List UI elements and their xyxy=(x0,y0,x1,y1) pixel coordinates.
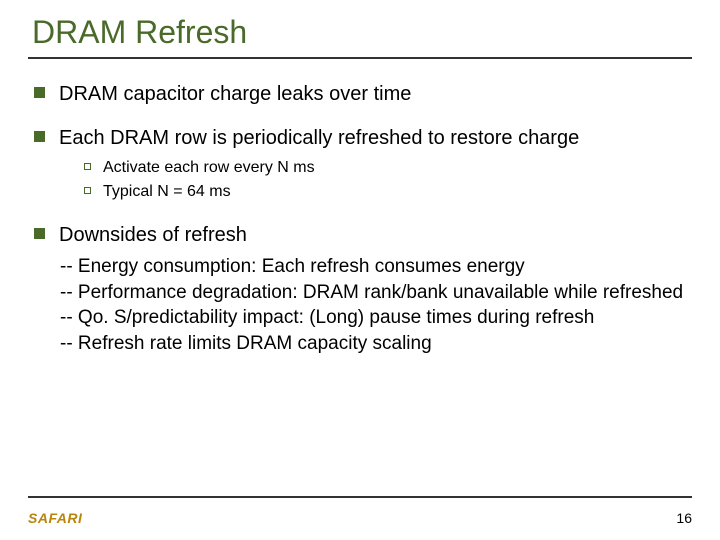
bullet-text: DRAM capacitor charge leaks over time xyxy=(59,81,411,107)
bullet-text: Each DRAM row is periodically refreshed … xyxy=(59,125,579,151)
bullet-item: Downsides of refresh xyxy=(34,222,692,248)
sub-bullet-group: Activate each row every N ms Typical N =… xyxy=(84,157,692,202)
page-number: 16 xyxy=(676,510,692,526)
footer-rule xyxy=(28,496,692,498)
hollow-square-bullet-icon xyxy=(84,187,91,194)
sub-bullet-text: Typical N = 64 ms xyxy=(103,181,231,203)
bullet-item: Each DRAM row is periodically refreshed … xyxy=(34,125,692,151)
bullet-item: DRAM capacitor charge leaks over time xyxy=(34,81,692,107)
downside-item: -- Energy consumption: Each refresh cons… xyxy=(60,254,692,280)
downside-item: -- Performance degradation: DRAM rank/ba… xyxy=(60,280,692,306)
downsides-list: -- Energy consumption: Each refresh cons… xyxy=(60,254,692,357)
slide-title: DRAM Refresh xyxy=(28,14,692,51)
downside-item: -- Refresh rate limits DRAM capacity sca… xyxy=(60,331,692,357)
square-bullet-icon xyxy=(34,131,45,142)
sub-bullet-item: Typical N = 64 ms xyxy=(84,181,692,203)
slide-content: DRAM capacitor charge leaks over time Ea… xyxy=(28,81,692,357)
sub-bullet-text: Activate each row every N ms xyxy=(103,157,315,179)
bullet-text: Downsides of refresh xyxy=(59,222,247,248)
logo-text: SAFARI xyxy=(28,510,82,526)
hollow-square-bullet-icon xyxy=(84,163,91,170)
title-underline xyxy=(28,57,692,59)
sub-bullet-item: Activate each row every N ms xyxy=(84,157,692,179)
square-bullet-icon xyxy=(34,87,45,98)
square-bullet-icon xyxy=(34,228,45,239)
downside-item: -- Qo. S/predictability impact: (Long) p… xyxy=(60,305,692,331)
slide: DRAM Refresh DRAM capacitor charge leaks… xyxy=(0,0,720,540)
